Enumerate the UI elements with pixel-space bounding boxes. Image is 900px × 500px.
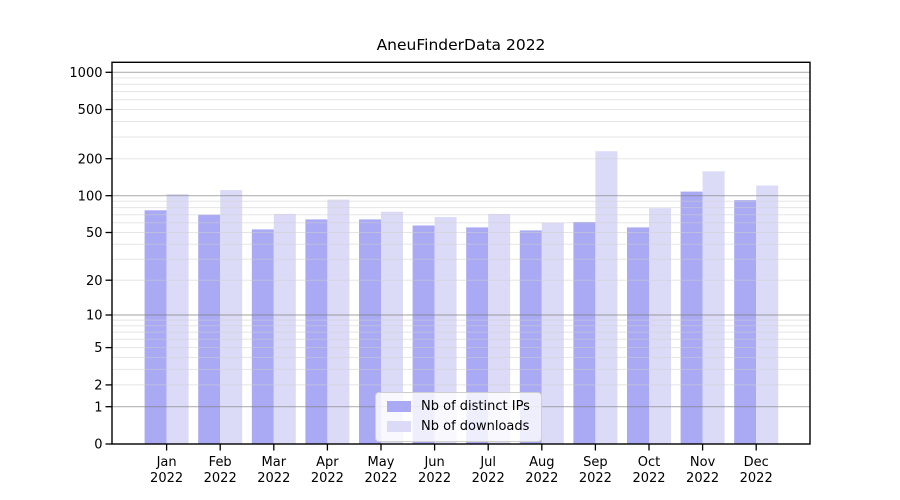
y-tick-label-1000: 1000 <box>69 66 102 81</box>
x-tick-year-jun: 2022 <box>418 471 451 486</box>
y-tick-label-1: 1 <box>94 400 102 415</box>
bar-ips-dec <box>734 200 757 444</box>
y-tick-label-10: 10 <box>86 309 103 324</box>
bar-downloads-nov <box>702 171 725 445</box>
y-tick-label-2: 2 <box>94 379 102 394</box>
legend-item-distinct-ips: Nb of distinct IPs <box>387 398 530 415</box>
bar-downloads-mar <box>273 213 296 444</box>
x-tick-label-apr: Apr <box>316 455 339 470</box>
y-tick-label-500: 500 <box>78 103 103 118</box>
legend-swatch-ips <box>387 401 411 412</box>
bar-downloads-feb <box>220 190 243 444</box>
x-tick-year-sep: 2022 <box>579 471 612 486</box>
x-tick-label-may: May <box>368 455 395 470</box>
x-tick-label-jan: Jan <box>156 455 177 470</box>
bar-ips-sep <box>573 222 596 444</box>
x-tick-year-jan: 2022 <box>150 471 183 486</box>
x-tick-year-nov: 2022 <box>686 471 719 486</box>
y-tick-label-20: 20 <box>86 274 103 289</box>
bar-ips-nov <box>680 191 703 444</box>
bar-ips-feb <box>198 214 221 444</box>
x-tick-year-dec: 2022 <box>740 471 773 486</box>
legend-label-downloads: Nb of downloads <box>421 419 530 434</box>
bar-ips-jan <box>144 210 167 444</box>
x-tick-year-mar: 2022 <box>257 471 290 486</box>
bar-downloads-jan <box>166 194 189 444</box>
x-tick-label-jun: Jun <box>423 455 444 470</box>
x-tick-label-oct: Oct <box>638 455 660 470</box>
bar-downloads-jun <box>434 217 457 444</box>
x-tick-year-apr: 2022 <box>311 471 344 486</box>
x-tick-year-jul: 2022 <box>472 471 505 486</box>
bar-downloads-sep <box>595 151 618 444</box>
legend-label-ips: Nb of distinct IPs <box>421 399 530 414</box>
x-tick-label-nov: Nov <box>690 455 716 470</box>
x-tick-year-aug: 2022 <box>525 471 558 486</box>
legend-swatch-downloads <box>387 421 411 432</box>
bar-ips-aug <box>519 230 542 444</box>
bar-downloads-aug <box>541 222 564 444</box>
x-tick-year-may: 2022 <box>364 471 397 486</box>
x-tick-label-mar: Mar <box>262 455 287 470</box>
x-tick-label-sep: Sep <box>583 455 608 470</box>
bar-ips-oct <box>627 227 649 444</box>
x-tick-label-jul: Jul <box>479 455 496 470</box>
x-tick-year-feb: 2022 <box>204 471 237 486</box>
y-tick-label-200: 200 <box>78 152 103 167</box>
bar-ips-mar <box>251 229 274 444</box>
x-tick-year-oct: 2022 <box>632 471 665 486</box>
legend: Nb of distinct IPs Nb of downloads <box>375 392 542 442</box>
plot-border <box>111 61 811 445</box>
bar-downloads-may <box>381 211 403 444</box>
x-tick-label-feb: Feb <box>209 455 232 470</box>
x-tick-label-aug: Aug <box>529 455 554 470</box>
bar-downloads-jul <box>488 213 511 444</box>
y-tick-label-0: 0 <box>94 438 102 453</box>
y-tick-label-50: 50 <box>86 226 103 241</box>
chart-title: AneuFinderData 2022 <box>376 36 546 54</box>
bar-downloads-apr <box>327 199 350 444</box>
x-tick-label-dec: Dec <box>744 455 769 470</box>
y-tick-label-5: 5 <box>94 341 102 356</box>
legend-item-downloads: Nb of downloads <box>387 418 530 435</box>
y-tick-label-100: 100 <box>78 189 103 204</box>
bar-ips-jul <box>466 227 489 444</box>
